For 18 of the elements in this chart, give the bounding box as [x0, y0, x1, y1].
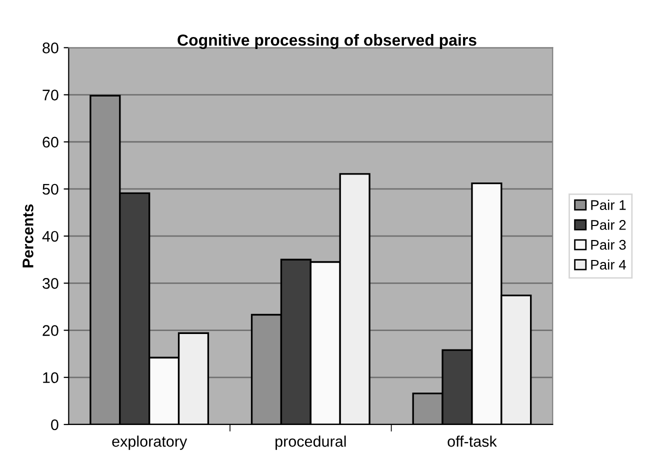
y-axis-title: Percents: [22, 204, 34, 268]
y-tick-label: 70: [42, 90, 58, 100]
x-tick-label: off-task: [448, 436, 497, 447]
legend-label: Pair 3: [591, 240, 626, 250]
y-tick-label: 10: [43, 372, 58, 384]
x-tick-label: exploratory: [112, 436, 188, 450]
y-tick-label: 50: [42, 184, 58, 195]
legend-label: Pair 2: [591, 220, 626, 230]
y-tick-label: 40: [42, 230, 58, 242]
legend-label: Pair 1: [591, 200, 626, 210]
y-tick-label: 60: [42, 136, 58, 148]
y-tick-label: 30: [42, 278, 58, 289]
y-tick-label: 0: [51, 419, 58, 430]
x-tick-label: procedural: [276, 436, 346, 450]
chart-title: Cognitive processing of observed pairs: [178, 34, 476, 50]
legend-label: Pair 4: [591, 259, 626, 270]
y-tick-label: 80: [42, 42, 58, 54]
y-tick-label: 20: [42, 325, 58, 336]
